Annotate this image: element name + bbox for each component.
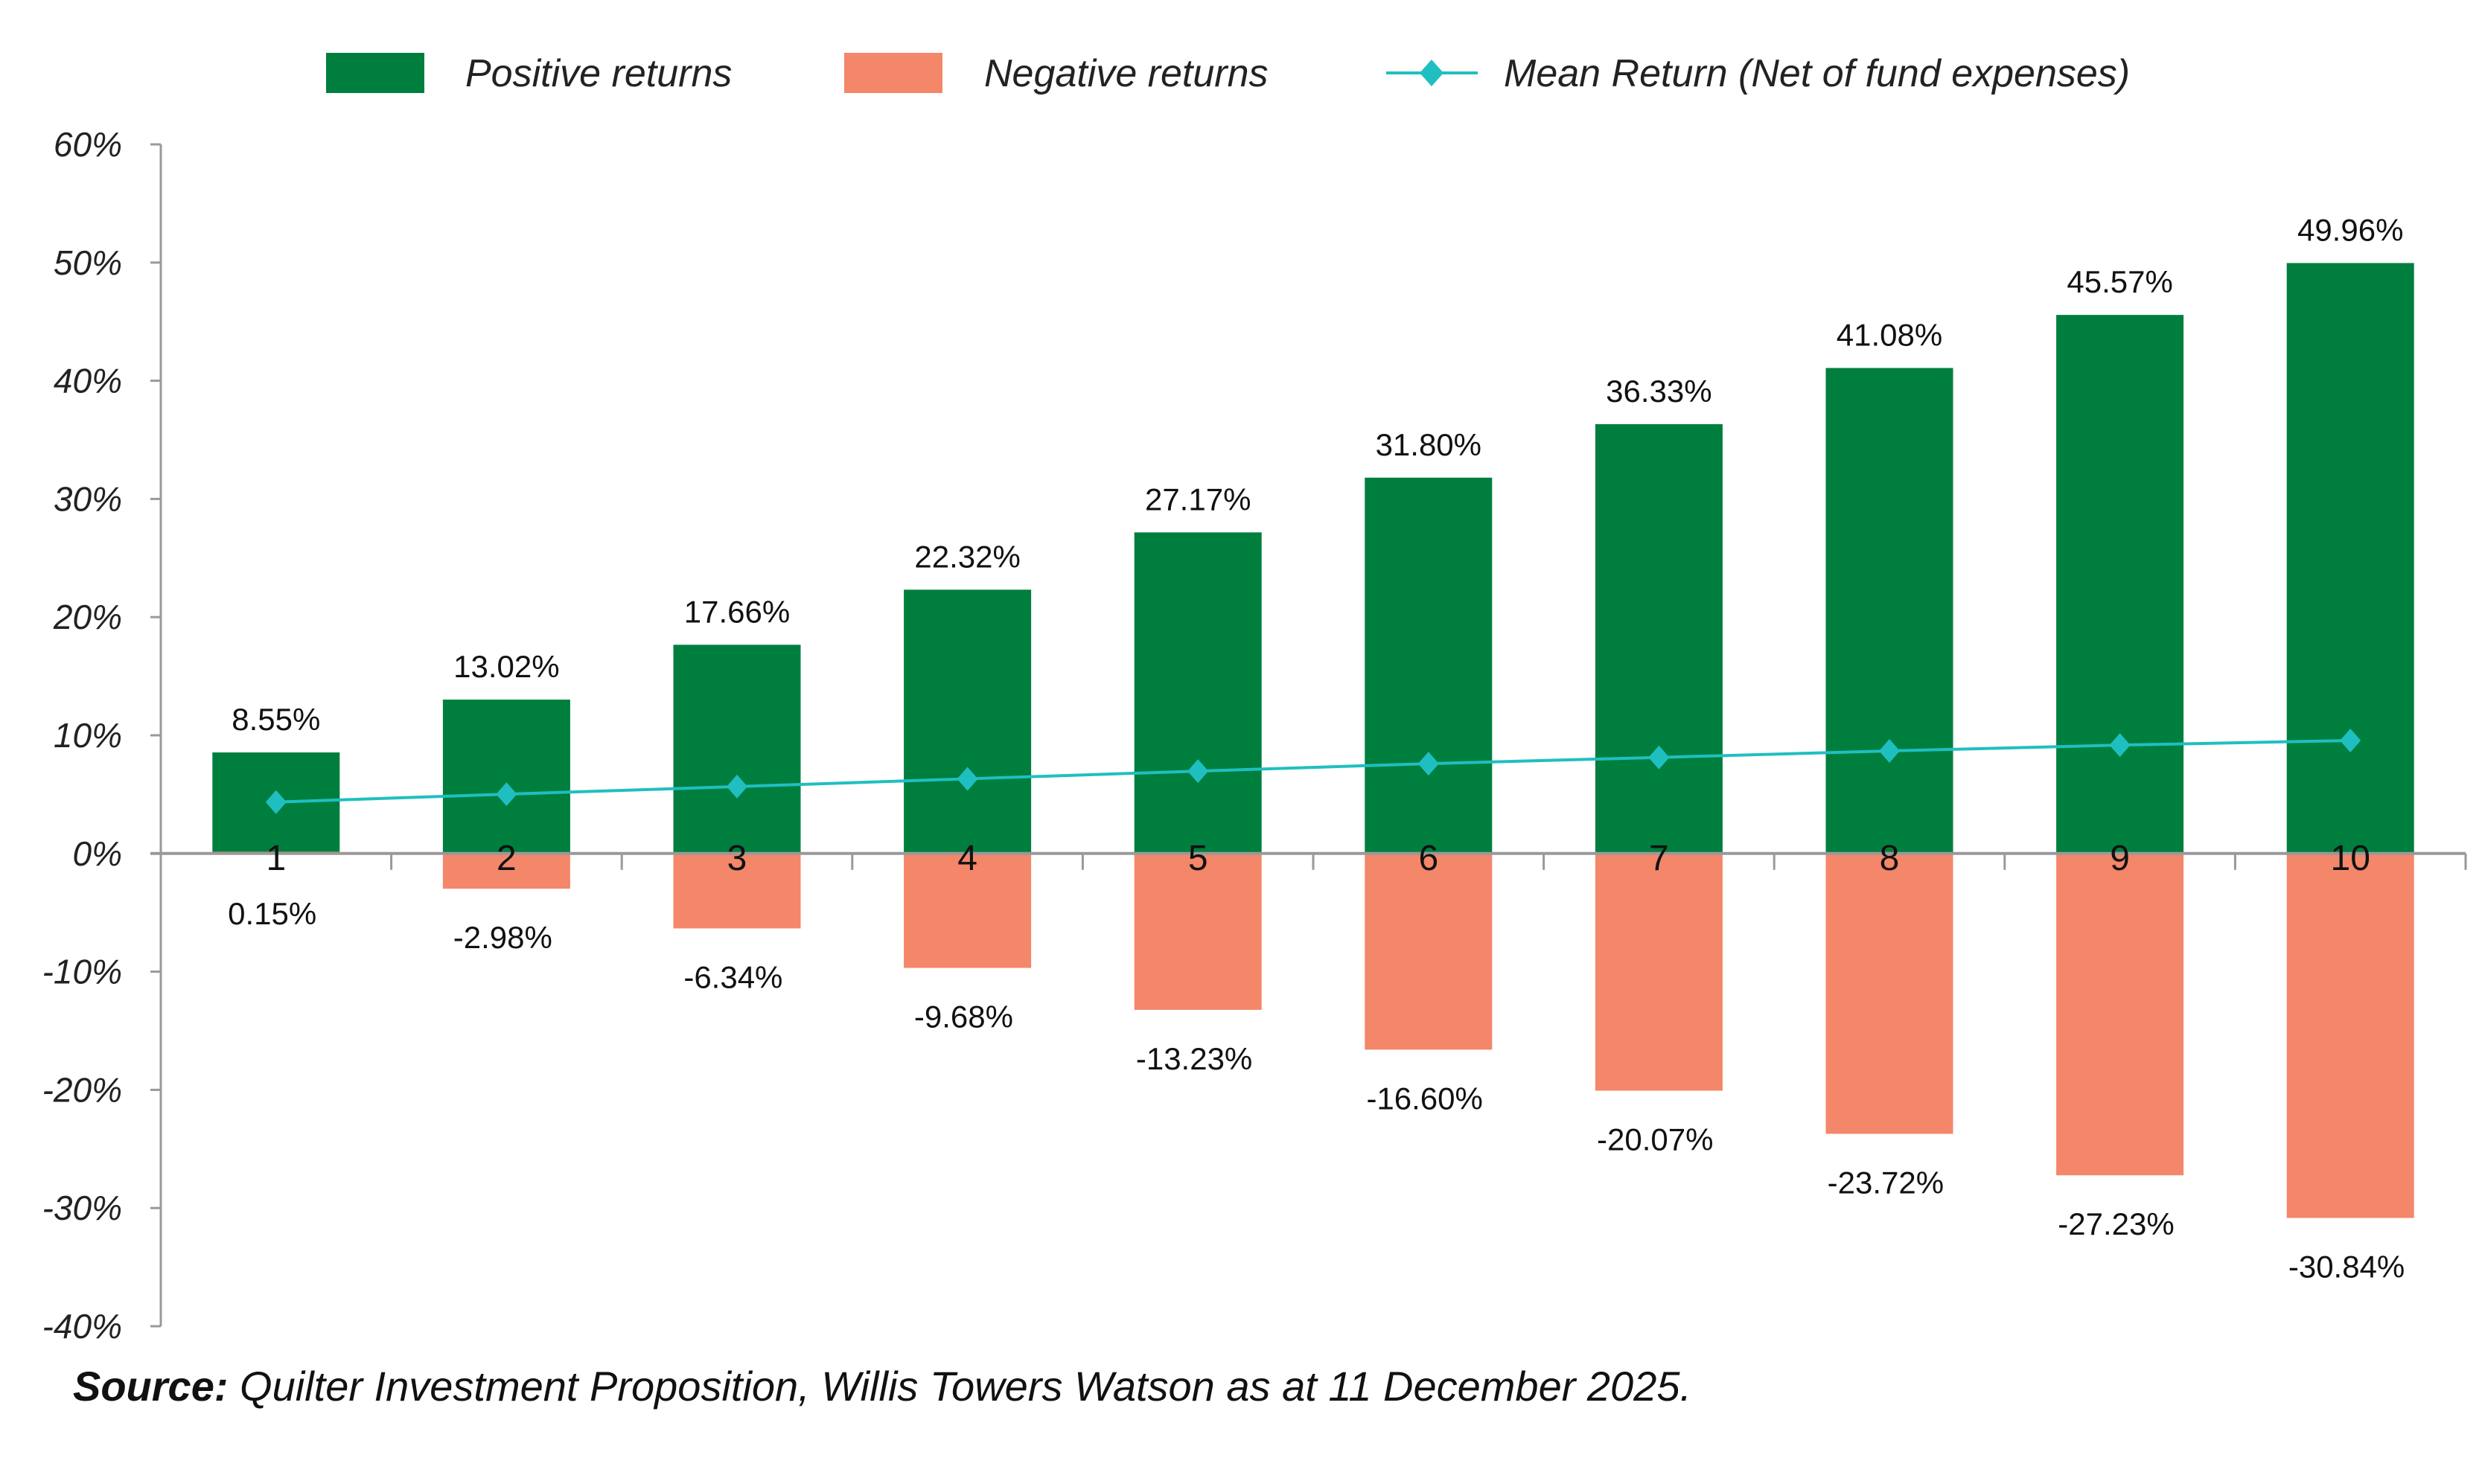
y-tick-label: 20% (53, 598, 122, 636)
y-tick-label: -30% (42, 1189, 122, 1227)
y-tick-label: 40% (54, 362, 122, 400)
negative-data-label: -20.07% (1597, 1122, 1713, 1157)
mean-return-marker (496, 782, 517, 807)
positive-data-label: 36.33% (1606, 374, 1711, 409)
y-tick-label: -20% (42, 1070, 122, 1109)
mean-return-marker (1187, 759, 1209, 784)
legend-positive-swatch (326, 53, 424, 93)
positive-bar (1365, 477, 1493, 854)
negative-bar (1365, 853, 1493, 1050)
legend-positive-label: Positive returns (465, 52, 732, 95)
x-tick-label: 8 (1880, 839, 1900, 878)
positive-bar (1134, 532, 1262, 854)
positive-data-label: 41.08% (1837, 317, 1942, 352)
positive-data-label: 17.66% (684, 594, 790, 629)
mean-return-marker (2109, 733, 2131, 758)
positive-bar (2056, 315, 2184, 854)
negative-bar (1134, 853, 1262, 1010)
positive-data-label: 27.17% (1145, 482, 1251, 516)
positive-data-label: 45.57% (2067, 264, 2172, 299)
x-tick-label: 6 (1418, 839, 1438, 878)
x-tick-label: 3 (727, 839, 747, 878)
positive-bar (1595, 423, 1723, 854)
source-label: Source: (73, 1363, 229, 1410)
negative-bar (673, 853, 801, 929)
mean-return-marker (1648, 745, 1670, 770)
negative-bar (2286, 853, 2414, 1218)
positive-bar (2286, 263, 2414, 854)
negative-data-label: -27.23% (2058, 1206, 2174, 1241)
negative-data-label: -2.98% (453, 920, 552, 955)
positive-data-label: 13.02% (453, 649, 559, 684)
y-tick-label: 30% (54, 479, 122, 518)
y-tick-label: 10% (54, 716, 122, 755)
y-tick-label: 60% (54, 125, 122, 164)
legend-negative-swatch (844, 53, 942, 93)
mean-return-marker (1879, 738, 1900, 763)
mean-return-marker (265, 790, 287, 814)
negative-bar (904, 853, 1032, 968)
mean-return-marker (1417, 752, 1439, 776)
negative-bar (1595, 853, 1723, 1091)
mean-return-marker (727, 774, 747, 799)
x-tick-label: 9 (2110, 839, 2130, 878)
positive-data-label: 22.32% (914, 539, 1020, 574)
positive-bar (1825, 368, 1953, 854)
negative-data-label: -6.34% (683, 959, 782, 994)
x-tick-label: 7 (1649, 839, 1669, 878)
x-tick-label: 1 (266, 839, 286, 878)
positive-data-label: 8.55% (232, 702, 320, 737)
positive-bar (442, 700, 570, 854)
source-note: Source: Quilter Investment Proposition, … (73, 1362, 1691, 1410)
positive-bar (904, 589, 1032, 854)
mean-return-line (275, 738, 2351, 804)
x-tick-label: 10 (2331, 839, 2370, 878)
positive-data-label: 31.80% (1376, 427, 1481, 462)
legend-mean-marker (1420, 60, 1443, 86)
y-tick-label: -40% (42, 1307, 122, 1346)
y-tick-label: -10% (42, 953, 122, 991)
negative-bar (2056, 853, 2184, 1176)
legend-negative-label: Negative returns (984, 52, 1269, 95)
y-tick-label: 50% (54, 243, 122, 282)
negative-data-label: -9.68% (914, 1000, 1013, 1034)
source-text: Quilter Investment Proposition, Willis T… (228, 1363, 1692, 1410)
positive-bar (673, 645, 801, 854)
negative-data-label: -13.23% (1136, 1041, 1252, 1076)
negative-bar (442, 853, 570, 889)
negative-data-label: -23.72% (1828, 1165, 1944, 1200)
negative-data-label: -30.84% (2288, 1250, 2405, 1285)
legend-mean-label: Mean Return (Net of fund expenses) (1504, 52, 2130, 95)
mean-return-marker (957, 767, 978, 791)
x-tick-label: 2 (497, 839, 517, 878)
negative-data-label: 0.15% (228, 896, 316, 931)
y-tick-label: 0% (73, 834, 122, 873)
x-tick-label: 5 (1188, 839, 1208, 878)
mean-return-marker (2340, 728, 2361, 752)
negative-data-label: -16.60% (1366, 1081, 1482, 1116)
positive-data-label: 49.96% (2297, 212, 2403, 247)
x-tick-label: 4 (957, 839, 977, 878)
negative-bar (1825, 853, 1953, 1134)
